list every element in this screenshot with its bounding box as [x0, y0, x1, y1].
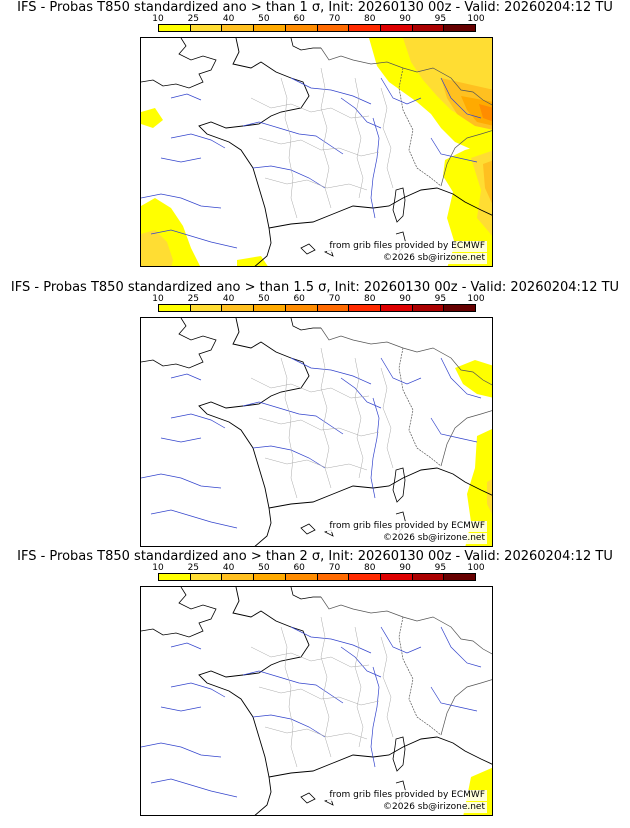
colorbar-label: 80	[364, 294, 376, 304]
colorbar-label: 70	[328, 294, 341, 304]
colorbar-swatch	[190, 574, 223, 580]
colorbar-label: 10	[152, 294, 164, 304]
colorbar-labels: 10 25 40 50 60 70 80 90 95 100	[152, 14, 484, 24]
colorbar-label: 50	[258, 563, 270, 573]
colorbar-labels: 10 25 40 50 60 70 80 90 95 100	[152, 294, 484, 304]
colorbar-label: 50	[258, 14, 270, 24]
panel-title: IFS - Probas T850 standardized ano > tha…	[17, 549, 613, 564]
colorbar-label: 90	[399, 294, 411, 304]
colorbar-label: 100	[467, 563, 485, 573]
colorbar-label: 60	[293, 14, 305, 24]
panel-title: IFS - Probas T850 standardized ano > tha…	[17, 0, 613, 15]
colorbar-label: 95	[434, 14, 447, 24]
copyright-text: ©2026 sb@irizone.net	[381, 533, 487, 544]
colorbar-label: 25	[187, 14, 200, 24]
colorbar-swatch	[412, 305, 445, 311]
colorbar-swatch	[444, 574, 476, 580]
colorbar-swatch	[444, 305, 476, 311]
probability-shading	[455, 360, 492, 546]
copyright-text: ©2026 sb@irizone.net	[381, 253, 487, 264]
colorbar-label: 25	[187, 294, 200, 304]
colorbar-swatch	[254, 25, 286, 31]
colorbar-label: 50	[258, 294, 270, 304]
probability-shading	[141, 38, 492, 266]
probability-map: from grib files provided by ECMWF ©2026 …	[140, 37, 493, 267]
colorbar-label: 70	[328, 563, 341, 573]
colorbar	[158, 573, 476, 581]
colorbar-swatch	[222, 305, 255, 311]
colorbar-swatch	[349, 25, 381, 31]
colorbar-swatch	[254, 574, 286, 580]
colorbar-swatch	[285, 305, 318, 311]
colorbar-swatch	[285, 25, 318, 31]
colorbar-label: 100	[467, 294, 485, 304]
colorbar-swatch	[190, 25, 223, 31]
colorbar-label: 100	[467, 14, 485, 24]
source-credit: from grib files provided by ECMWF	[327, 241, 487, 252]
panel-title: IFS - Probas T850 standardized ano > tha…	[10, 280, 620, 295]
colorbar-swatch	[380, 305, 413, 311]
colorbar-label: 95	[434, 294, 447, 304]
map-panel-2: IFS - Probas T850 standardized ano > tha…	[0, 280, 630, 552]
colorbar-label: 10	[152, 563, 164, 573]
colorbar-swatch	[317, 574, 350, 580]
colorbar-swatch	[159, 305, 191, 311]
colorbar-label: 25	[187, 563, 200, 573]
colorbar-swatch	[222, 574, 255, 580]
colorbar-label: 60	[293, 563, 305, 573]
map-panel-3: IFS - Probas T850 standardized ano > tha…	[0, 549, 630, 821]
colorbar-label: 40	[222, 563, 235, 573]
probability-map: from grib files provided by ECMWF ©2026 …	[140, 586, 493, 816]
colorbar-swatch	[190, 305, 223, 311]
map-panel-1: IFS - Probas T850 standardized ano > tha…	[0, 0, 630, 272]
colorbar-label: 10	[152, 14, 164, 24]
colorbar-swatch	[285, 574, 318, 580]
map-canvas	[141, 587, 492, 815]
colorbar-swatch	[317, 305, 350, 311]
colorbar-label: 80	[364, 14, 376, 24]
colorbar	[158, 24, 476, 32]
colorbar-label: 80	[364, 563, 376, 573]
source-credit: from grib files provided by ECMWF	[327, 790, 487, 801]
map-canvas	[141, 318, 492, 546]
colorbar-swatch	[254, 305, 286, 311]
colorbar-swatch	[380, 574, 413, 580]
colorbar-swatch	[159, 25, 191, 31]
colorbar-swatch	[317, 25, 350, 31]
colorbar-swatch	[222, 25, 255, 31]
colorbar	[158, 304, 476, 312]
colorbar-label: 40	[222, 294, 235, 304]
colorbar-label: 70	[328, 14, 341, 24]
colorbar-swatch	[412, 25, 445, 31]
colorbar-swatch	[159, 574, 191, 580]
copyright-text: ©2026 sb@irizone.net	[381, 802, 487, 813]
colorbar-labels: 10 25 40 50 60 70 80 90 95 100	[152, 563, 484, 573]
colorbar-swatch	[380, 25, 413, 31]
colorbar-label: 60	[293, 294, 305, 304]
colorbar-swatch	[412, 574, 445, 580]
colorbar-label: 90	[399, 14, 411, 24]
source-credit: from grib files provided by ECMWF	[327, 521, 487, 532]
colorbar-label: 40	[222, 14, 235, 24]
colorbar-swatch	[444, 25, 476, 31]
colorbar-label: 90	[399, 563, 411, 573]
colorbar-label: 95	[434, 563, 447, 573]
probability-map: from grib files provided by ECMWF ©2026 …	[140, 317, 493, 547]
map-canvas	[141, 38, 492, 266]
colorbar-swatch	[349, 574, 381, 580]
colorbar-swatch	[349, 305, 381, 311]
